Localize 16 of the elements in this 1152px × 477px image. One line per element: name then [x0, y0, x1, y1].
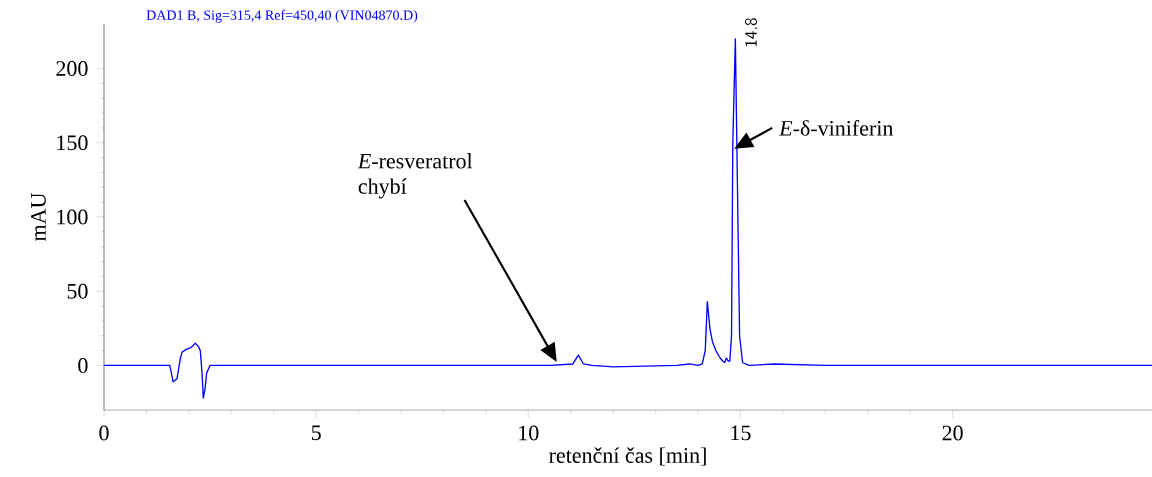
x-tick-label: 10 [519, 425, 539, 441]
chart-title: DAD1 B, Sig=315,4 Ref=450,40 (VIN04870.D) [146, 9, 418, 23]
y-tick-label: 0 [78, 358, 88, 373]
annotation: E-δ-viniferin [778, 120, 894, 136]
annotation: E-resveratrol chybí [357, 153, 473, 199]
y-tick-label: 100 [57, 209, 88, 225]
x-tick-label: 15 [731, 425, 751, 441]
y-tick-label: 200 [56, 61, 88, 76]
x-tick-label: 0 [99, 425, 109, 441]
x-tick-label: 5 [311, 425, 321, 441]
x-axis-title: retenční čas [min] [549, 447, 706, 466]
y-tick-label: 150 [57, 135, 88, 151]
annotation: 14.8 [744, 18, 758, 47]
y-tick-label: 50 [67, 283, 88, 299]
y-axis-title: mAU [31, 193, 46, 241]
x-tick-label: 20 [942, 425, 963, 441]
